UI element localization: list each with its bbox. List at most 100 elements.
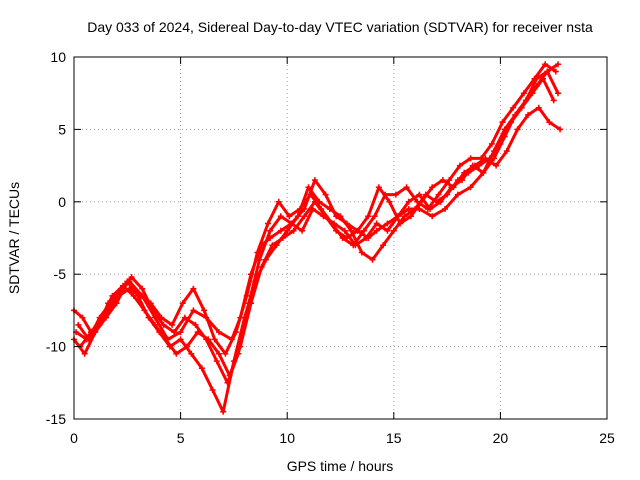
- data-point-marker: [552, 68, 559, 75]
- y-tick-label: -5: [54, 266, 67, 282]
- data-point-marker: [305, 184, 312, 191]
- data-point-marker: [384, 220, 391, 227]
- data-point-marker: [503, 148, 510, 155]
- series-line: [78, 106, 562, 378]
- data-point-marker: [322, 191, 329, 198]
- data-point-marker: [141, 307, 148, 314]
- data-point-marker: [301, 213, 308, 220]
- data-point-marker: [147, 300, 154, 307]
- data-point-marker: [120, 282, 126, 289]
- data-point-marker: [424, 206, 431, 212]
- data-point-marker: [373, 227, 380, 234]
- data-point-marker: [288, 220, 295, 227]
- data-point-marker: [248, 300, 254, 307]
- data-point-marker: [439, 177, 446, 184]
- data-point-marker: [365, 213, 372, 220]
- data-point-marker: [188, 350, 195, 357]
- y-tick-label: -10: [46, 339, 66, 355]
- data-point-marker: [384, 227, 391, 234]
- data-point-marker: [531, 75, 538, 82]
- y-tick-label: 5: [58, 121, 66, 137]
- data-point-marker: [341, 227, 348, 234]
- data-point-marker: [158, 314, 165, 321]
- data-point-marker: [277, 227, 284, 234]
- data-point-marker: [79, 314, 86, 321]
- data-point-marker: [109, 292, 116, 299]
- series-line: [76, 70, 560, 385]
- data-point-marker: [311, 198, 318, 205]
- data-point-marker: [361, 227, 367, 234]
- data-point-marker: [371, 213, 378, 220]
- data-point-marker: [550, 97, 557, 104]
- data-point-marker: [437, 198, 444, 205]
- plot-frame: [73, 56, 608, 420]
- data-point-marker: [482, 155, 489, 162]
- data-point-marker: [467, 155, 474, 162]
- data-point-marker: [514, 126, 521, 133]
- data-point-marker: [555, 61, 561, 68]
- data-point-marker: [337, 213, 344, 220]
- data-point-marker: [446, 177, 453, 184]
- data-point-marker: [137, 292, 144, 299]
- data-point-marker: [256, 256, 263, 263]
- data-point-marker: [297, 206, 303, 212]
- data-point-marker: [461, 169, 468, 176]
- data-point-marker: [501, 126, 508, 133]
- data-point-marker: [169, 321, 176, 328]
- data-point-marker: [480, 169, 487, 176]
- y-tick-label: 0: [58, 194, 66, 210]
- data-point-marker: [512, 111, 519, 118]
- data-point-marker: [555, 90, 561, 97]
- data-point-marker: [216, 350, 222, 357]
- data-point-marker: [194, 329, 201, 336]
- data-point-marker: [160, 321, 167, 328]
- x-tick-label: 25: [599, 430, 615, 446]
- data-point-marker: [435, 191, 442, 198]
- series-day-3: [75, 68, 561, 386]
- data-point-marker: [343, 235, 350, 241]
- data-point-marker: [177, 336, 184, 343]
- data-point-marker: [322, 213, 329, 220]
- data-point-marker: [488, 140, 495, 147]
- data-point-marker: [222, 350, 229, 357]
- data-point-marker: [209, 387, 216, 393]
- data-point-marker: [81, 350, 88, 357]
- data-point-marker: [429, 213, 436, 220]
- data-point-marker: [333, 227, 340, 234]
- data-point-marker: [130, 292, 137, 299]
- data-point-marker: [442, 206, 448, 212]
- data-point-marker: [216, 329, 222, 336]
- data-point-marker: [213, 358, 220, 365]
- data-point-marker: [190, 285, 197, 292]
- data-point-marker: [128, 274, 135, 281]
- data-point-marker: [510, 104, 517, 111]
- tick-layer: 0 5 10 15 20 25 -15 -10 -5 0 5 10: [46, 49, 615, 446]
- data-point-marker: [467, 184, 474, 191]
- series-line: [74, 62, 558, 356]
- data-point-marker: [88, 329, 95, 336]
- data-point-marker: [450, 184, 457, 191]
- y-tick-label: -15: [46, 411, 66, 427]
- data-point-marker: [98, 314, 105, 321]
- data-point-marker: [386, 198, 393, 205]
- data-point-marker: [390, 227, 397, 234]
- data-point-marker: [375, 184, 382, 191]
- data-point-marker: [275, 198, 282, 205]
- data-point-marker: [307, 191, 314, 198]
- data-point-marker: [401, 213, 408, 220]
- chart-title: Day 033 of 2024, Sidereal Day-to-day VTE…: [87, 19, 593, 35]
- data-point-marker: [179, 300, 186, 307]
- data-point-marker: [326, 206, 333, 212]
- data-point-marker: [286, 213, 293, 220]
- data-point-marker: [115, 292, 122, 299]
- data-point-marker: [523, 97, 529, 104]
- data-point-marker: [192, 321, 199, 328]
- data-point-marker: [233, 329, 239, 336]
- data-point-marker: [220, 408, 227, 415]
- data-point-marker: [407, 213, 414, 220]
- data-point-marker: [418, 198, 425, 205]
- data-point-marker: [557, 126, 564, 133]
- data-point-marker: [354, 227, 361, 234]
- data-point-marker: [369, 256, 376, 263]
